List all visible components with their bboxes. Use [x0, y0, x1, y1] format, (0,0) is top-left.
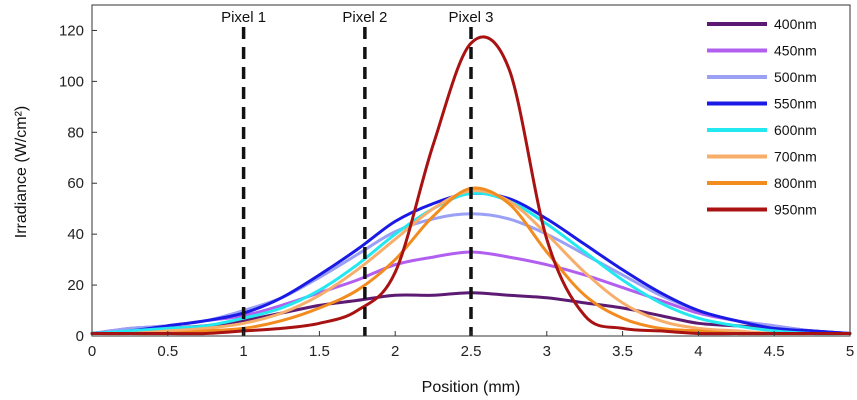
x-tick-label: 1 — [239, 343, 247, 360]
x-tick-label: 4 — [694, 343, 702, 360]
x-tick-label: 3.5 — [612, 343, 633, 360]
x-tick-label: 5 — [846, 343, 854, 360]
y-tick-label: 100 — [59, 73, 84, 90]
x-tick-label: 0 — [88, 343, 96, 360]
y-tick-label: 80 — [67, 124, 84, 141]
pixel-marker-label: Pixel 2 — [342, 9, 387, 26]
legend-entry-label: 950nm — [774, 202, 817, 218]
x-tick-label: 0.5 — [157, 343, 178, 360]
pixel-marker-label: Pixel 3 — [448, 9, 493, 26]
y-tick-label: 120 — [59, 22, 84, 39]
legend-entry-label: 600nm — [774, 122, 817, 138]
x-tick-label: 4.5 — [764, 343, 785, 360]
y-tick-label: 0 — [76, 328, 84, 345]
y-tick-label: 40 — [67, 226, 84, 243]
legend-entry-label: 800nm — [774, 175, 817, 191]
x-axis-label: Position (mm) — [422, 379, 521, 396]
y-tick-label: 20 — [67, 277, 84, 294]
legend-entry-label: 700nm — [774, 149, 817, 165]
legend: 400nm 450nm 500nm 550nm 600nm 700nm 800nm 950nm — [707, 16, 817, 218]
x-tick-label: 1.5 — [309, 343, 330, 360]
y-axis-ticks: 0 20 40 60 80 100 120 — [59, 22, 97, 345]
x-tick-label: 2 — [391, 343, 399, 360]
pixel-markers: Pixel 1 Pixel 2 Pixel 3 — [221, 9, 494, 336]
series-line-950nm — [90, 35, 852, 336]
legend-entry-label: 550nm — [774, 96, 817, 112]
x-axis-ticks: 0 0.5 1 1.5 2 2.5 3 3.5 4 4.5 5 — [88, 331, 854, 360]
x-tick-label: 2.5 — [461, 343, 482, 360]
legend-entry-label: 450nm — [774, 43, 817, 59]
legend-entry-label: 400nm — [774, 16, 817, 32]
y-tick-label: 60 — [67, 175, 84, 192]
x-tick-label: 3 — [543, 343, 551, 360]
pixel-marker-label: Pixel 1 — [221, 9, 266, 26]
legend-entry-label: 500nm — [774, 69, 817, 85]
y-axis-label: Irradiance (W/cm²) — [13, 106, 30, 238]
